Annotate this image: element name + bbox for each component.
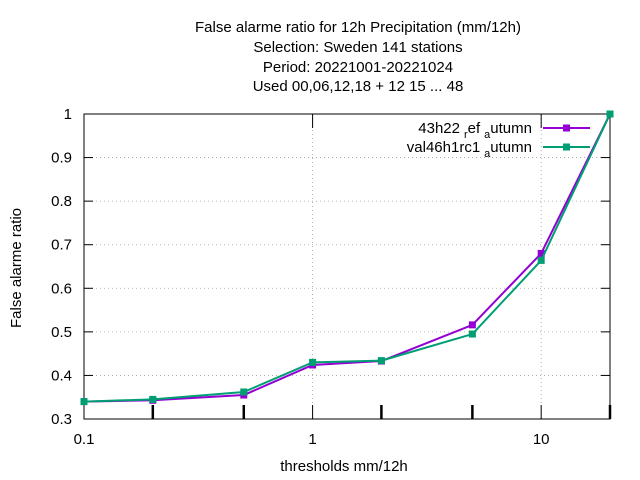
y-tick-label: 0.9	[51, 150, 72, 167]
series-1-point	[468, 321, 476, 329]
series-lines	[80, 110, 614, 406]
series-2-point	[377, 357, 385, 365]
axis-ticks: 0.3 0.4 0.5 0.6 0.7 0.8 0.9 1 0.1 1 10	[51, 106, 612, 448]
x-tick-label: 1	[308, 431, 316, 448]
legend-entry-2: val46h1rc1 autumn	[407, 139, 590, 160]
legend-marker-1	[563, 124, 570, 132]
legend-label-2: val46h1rc1 autumn	[407, 139, 532, 160]
title-line-1: False alarme ratio for 12h Precipitation…	[195, 19, 521, 36]
legend-label-1: 43h22 ref autumn	[418, 120, 532, 141]
y-tick-label: 0.3	[51, 411, 72, 428]
y-tick-label: 0.6	[51, 280, 72, 297]
series-2-point	[537, 256, 545, 264]
chart-title: False alarme ratio for 12h Precipitation…	[195, 19, 521, 95]
series-2-point	[606, 110, 614, 118]
y-tick-label: 0.7	[51, 237, 72, 254]
series-2-point	[468, 330, 476, 338]
series-2-point	[80, 398, 88, 406]
title-line-3: Period: 20221001-20221024	[263, 59, 453, 76]
title-line-4: Used 00,06,12,18 + 12 15 ... 48	[253, 78, 464, 95]
x-tick-label: 0.1	[74, 431, 95, 448]
series-line-2	[83, 113, 611, 403]
series-line-1	[83, 113, 611, 403]
series-2-point	[240, 388, 248, 396]
y-tick-label: 0.8	[51, 193, 72, 210]
series-2-point	[149, 395, 157, 403]
legend-marker-2	[563, 143, 570, 151]
title-line-2: Selection: Sweden 141 stations	[253, 39, 462, 56]
grid	[84, 114, 610, 419]
y-tick-label: 0.4	[51, 367, 72, 384]
x-axis-label: thresholds mm/12h	[280, 458, 408, 475]
series-2-point	[309, 358, 317, 366]
legend: 43h22 ref autumn val46h1rc1 autumn	[407, 120, 590, 160]
series-1-point	[537, 249, 545, 257]
plot-frame	[83, 113, 611, 420]
x-tick-label: 10	[533, 431, 550, 448]
y-tick-label: 1	[64, 106, 72, 123]
y-axis-label: False alarme ratio	[8, 208, 25, 328]
y-tick-label: 0.5	[51, 324, 72, 341]
legend-entry-1: 43h22 ref autumn	[418, 120, 590, 141]
